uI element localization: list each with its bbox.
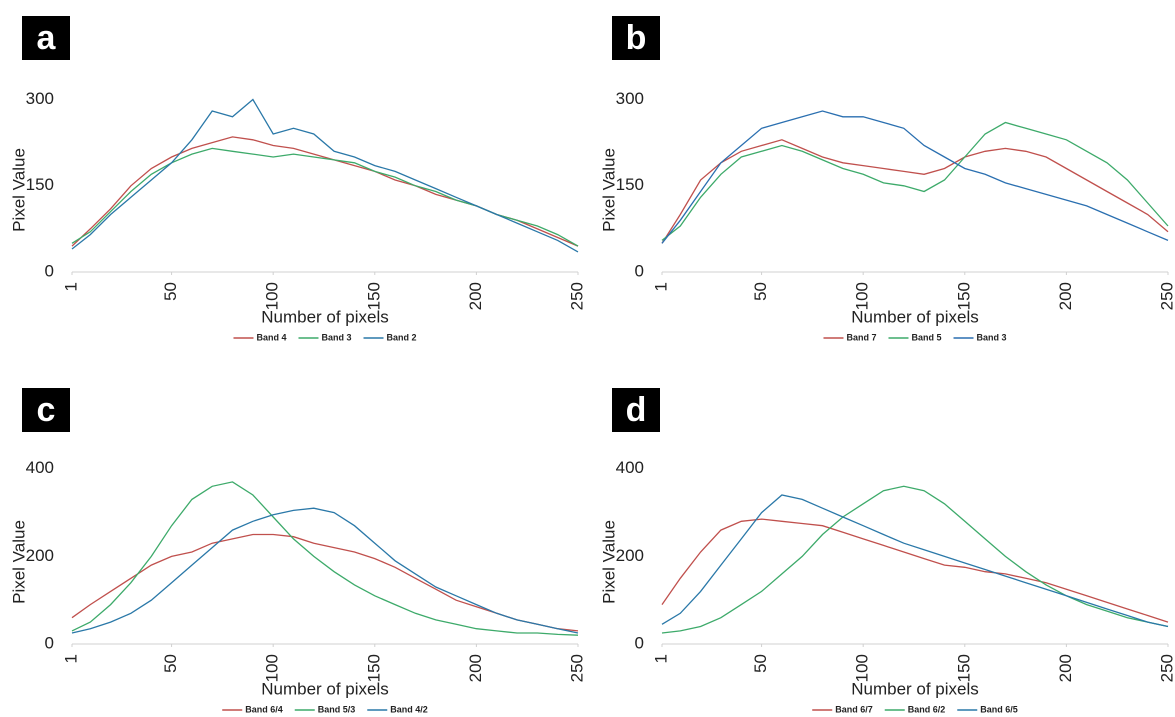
x-tick-label: 200 [466,654,485,682]
x-tick-label: 150 [954,282,973,310]
series-line [71,481,579,636]
x-tick-label: 200 [1056,282,1075,310]
x-tick-label: 150 [954,654,973,682]
panel-label-box [612,16,660,60]
panel-label: a [37,19,57,57]
y-tick-label: 0 [635,261,644,280]
series-line [661,518,1169,623]
y-tick-label: 400 [26,458,54,477]
series-line [71,98,579,253]
x-tick-label: 1 [61,282,80,291]
x-tick-label: 250 [1157,282,1175,310]
legend-label: Band 6/7 [835,704,873,714]
x-tick-label: 50 [751,282,770,301]
x-tick-label: 100 [853,654,872,682]
legend-label: Band 4 [256,332,286,342]
x-tick-label: 100 [263,282,282,310]
legend-label: Band 3 [977,332,1007,342]
series-line [71,533,579,632]
x-tick-label: 1 [651,282,670,291]
y-tick-label: 400 [616,458,644,477]
y-tick-label: 0 [45,261,54,280]
x-tick-label: 50 [161,282,180,301]
x-tick-label: 250 [567,654,586,682]
x-tick-label: 200 [1056,654,1075,682]
series-line [661,485,1169,634]
x-tick-label: 250 [1157,654,1175,682]
y-tick-label: 200 [616,546,644,565]
y-axis-label: Pixel Value [599,148,618,232]
panel-label-box [612,388,660,432]
legend-label: Band 6/4 [245,704,283,714]
legend-label: Band 5 [911,332,941,342]
series-line [661,494,1169,628]
series-line [71,507,579,634]
x-axis-label: Number of pixels [261,307,389,326]
legend: Band 6/4 Band 5/3 Band 4/2 [222,704,428,714]
legend-label: Band 6/2 [908,704,946,714]
panel-label: b [626,19,647,57]
legend-label: Band 6/5 [980,704,1018,714]
x-tick-label: 1 [61,654,80,663]
x-tick-label: 50 [161,654,180,673]
panel-label: d [626,391,647,429]
y-tick-label: 300 [26,89,54,108]
series-line [661,110,1169,244]
legend-label: Band 3 [321,332,351,342]
legend-label: Band 7 [846,332,876,342]
y-axis-label: Pixel Value [599,520,618,604]
x-tick-label: 150 [364,654,383,682]
x-tick-label: 150 [364,282,383,310]
x-tick-label: 250 [567,282,586,310]
panel-label-box [22,388,70,432]
x-axis-label: Number of pixels [851,679,979,698]
x-tick-label: 100 [853,282,872,310]
legend-label: Band 5/3 [318,704,356,714]
y-tick-label: 0 [635,633,644,652]
legend: Band 7 Band 5 Band 3 [823,332,1007,342]
y-axis-label: Pixel Value [9,520,28,604]
panel-label: c [37,391,56,429]
y-tick-label: 150 [616,175,644,194]
y-tick-label: 200 [26,546,54,565]
x-tick-label: 1 [651,654,670,663]
panel-label-box [22,16,70,60]
legend-label: Band 4/2 [390,704,428,714]
y-tick-label: 0 [45,633,54,652]
x-axis-label: Number of pixels [851,307,979,326]
x-axis-label: Number of pixels [261,679,389,698]
x-tick-label: 200 [466,282,485,310]
series-line [661,121,1169,241]
y-tick-label: 300 [616,89,644,108]
x-tick-label: 50 [751,654,770,673]
y-tick-label: 150 [26,175,54,194]
y-axis-label: Pixel Value [9,148,28,232]
legend: Band 6/7 Band 6/2 Band 6/5 [812,704,1018,714]
x-tick-label: 100 [263,654,282,682]
legend: Band 4 Band 3 Band 2 [233,332,417,342]
series-line [661,139,1169,244]
legend-label: Band 2 [387,332,417,342]
series-line [71,136,579,247]
series-line [71,147,579,247]
